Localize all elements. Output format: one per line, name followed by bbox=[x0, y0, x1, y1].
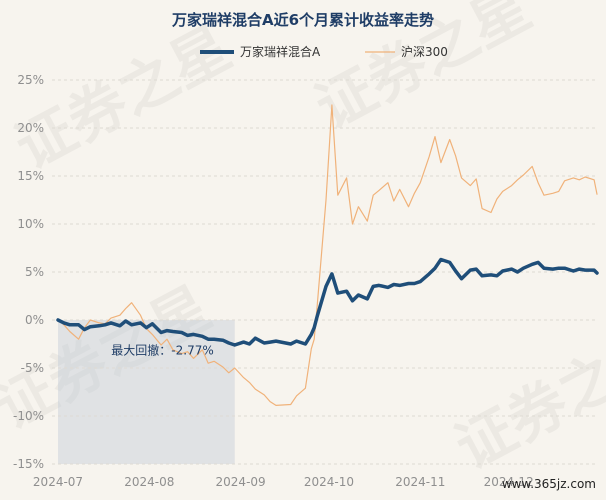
y-tick-label: 15% bbox=[17, 169, 44, 183]
y-tick-label: -5% bbox=[21, 361, 44, 375]
x-tick-label: 2024-07 bbox=[33, 475, 83, 489]
y-tick-label: -15% bbox=[13, 457, 44, 471]
x-tick-label: 2024-12 bbox=[484, 475, 534, 489]
series-line-fund bbox=[56, 257, 599, 347]
y-tick-label: 5% bbox=[25, 265, 44, 279]
x-tick-label: 2024-11 bbox=[395, 475, 445, 489]
max-drawdown-label: 最大回撤：-2.77% bbox=[111, 343, 213, 358]
series-lines bbox=[56, 104, 599, 406]
legend: 万家瑞祥混合A 沪深300 bbox=[200, 44, 448, 59]
y-tick-label: 10% bbox=[17, 217, 44, 231]
x-tick-label: 2024-08 bbox=[124, 475, 174, 489]
y-axis-ticks: 25% 20% 15% 10% 5% 0% -5% -10% -15% bbox=[13, 73, 44, 471]
series-line-csi300 bbox=[57, 104, 598, 406]
y-tick-label: 25% bbox=[17, 73, 44, 87]
chart-title: 万家瑞祥混合A近6个月累计收益率走势 bbox=[171, 11, 434, 29]
y-gridlines bbox=[52, 79, 597, 465]
y-tick-label: 20% bbox=[17, 121, 44, 135]
y-tick-label: 0% bbox=[25, 313, 44, 327]
max-drawdown-shade bbox=[58, 320, 235, 464]
x-axis-ticks: 2024-07 2024-08 2024-09 2024-10 2024-11 2024-… bbox=[33, 475, 534, 489]
y-tick-label: -10% bbox=[13, 409, 44, 423]
site-footer: www.365jz.com bbox=[502, 477, 596, 491]
x-tick-label: 2024-10 bbox=[304, 475, 354, 489]
legend-label-fund: 万家瑞祥混合A bbox=[240, 44, 321, 59]
legend-label-csi300: 沪深300 bbox=[401, 45, 448, 59]
x-tick-label: 2024-09 bbox=[216, 475, 266, 489]
watermark-text: 证券之星 bbox=[445, 313, 606, 482]
watermark-text: 证券之星 bbox=[5, 13, 242, 182]
